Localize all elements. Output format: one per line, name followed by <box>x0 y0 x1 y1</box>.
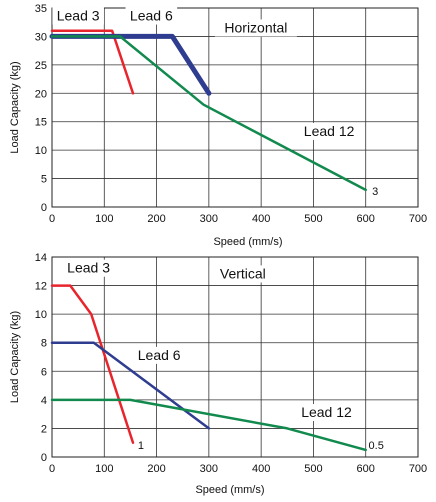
annotation-backing <box>299 122 359 140</box>
annotation-backing <box>133 346 185 364</box>
y-tick-label: 5 <box>41 174 47 186</box>
x-tick-label: 400 <box>252 463 270 475</box>
y-tick-label: 10 <box>35 309 47 321</box>
x-tick-label: 500 <box>304 213 322 225</box>
x-tick-label: 200 <box>147 463 165 475</box>
annotation-label: Lead 3 <box>57 8 100 24</box>
y-tick-label: 12 <box>35 281 47 293</box>
plot-area <box>52 257 418 457</box>
annotation-label: Horizontal <box>224 19 287 35</box>
series-line-lead-3 <box>50 29 135 95</box>
y-tick-label: 6 <box>41 366 47 378</box>
series-line-lead-3 <box>50 284 135 444</box>
y-axis-label: Load Capacity (kg) <box>9 311 21 403</box>
y-tick-label: 30 <box>35 31 47 43</box>
y-tick-label: 10 <box>35 145 47 157</box>
y-tick-label: 35 <box>35 3 47 15</box>
annotation-backing <box>296 404 357 421</box>
endpoint-label: 0.5 <box>369 440 384 452</box>
y-tick-label: 4 <box>41 395 47 407</box>
annotation-backing <box>52 7 104 25</box>
annotation-label: Lead 3 <box>67 260 110 276</box>
y-tick-label: 25 <box>35 60 47 72</box>
annotation-backing <box>62 259 115 277</box>
x-tick-label: 600 <box>357 213 375 225</box>
y-tick-label: 14 <box>35 252 47 264</box>
x-tick-label: 700 <box>409 213 427 225</box>
x-tick-label: 700 <box>409 463 427 475</box>
y-tick-label: 8 <box>41 338 47 350</box>
series-line-lead-12 <box>50 398 367 452</box>
y-tick-label: 2 <box>41 423 47 435</box>
x-tick-label: 0 <box>49 213 55 225</box>
plot-area <box>52 8 418 207</box>
chart-panel-2: 0 100 200 300 400 500 600 700 0 2 4 6 8 10 12 14 Speed (… <box>9 252 427 496</box>
y-tick-label: 15 <box>35 117 47 129</box>
x-tick-label: 300 <box>200 463 218 475</box>
x-tick-label: 200 <box>147 213 165 225</box>
y-tick-label: 20 <box>35 88 47 100</box>
endpoint-label: 3 <box>372 186 378 198</box>
y-tick-label: 0 <box>41 202 47 214</box>
x-tick-label: 600 <box>357 463 375 475</box>
x-axis-label: Speed (mm/s) <box>213 236 282 248</box>
annotation-backing <box>214 19 297 37</box>
annotation-backing <box>209 265 277 283</box>
y-tick-label: 0 <box>41 452 47 464</box>
plot-frame <box>51 256 419 458</box>
x-tick-label: 400 <box>252 213 270 225</box>
annotation-label: Lead 6 <box>130 8 173 24</box>
annotation-label: Lead 12 <box>304 123 355 139</box>
series-line-lead-12 <box>50 35 367 192</box>
x-tick-label: 500 <box>304 463 322 475</box>
annotation-label: Vertical <box>220 265 266 281</box>
endpoint-label: 1 <box>138 440 144 452</box>
y-axis-label: Load Capacity (kg) <box>9 61 21 153</box>
series-line-lead-6 <box>50 341 211 430</box>
x-tick-label: 300 <box>200 213 218 225</box>
chart-panel-1: 0 100 200 300 400 500 600 700 0 5 10 15 20 25 30 35 Spee… <box>9 3 427 248</box>
plot-frame <box>51 7 419 208</box>
annotation-label: Lead 6 <box>138 347 181 363</box>
x-tick-label: 100 <box>95 213 113 225</box>
x-axis-label: Speed (mm/s) <box>195 484 264 496</box>
x-tick-label: 0 <box>49 463 55 475</box>
annotation-backing <box>125 7 178 25</box>
x-tick-label: 100 <box>95 463 113 475</box>
annotation-label: Lead 12 <box>301 404 352 420</box>
